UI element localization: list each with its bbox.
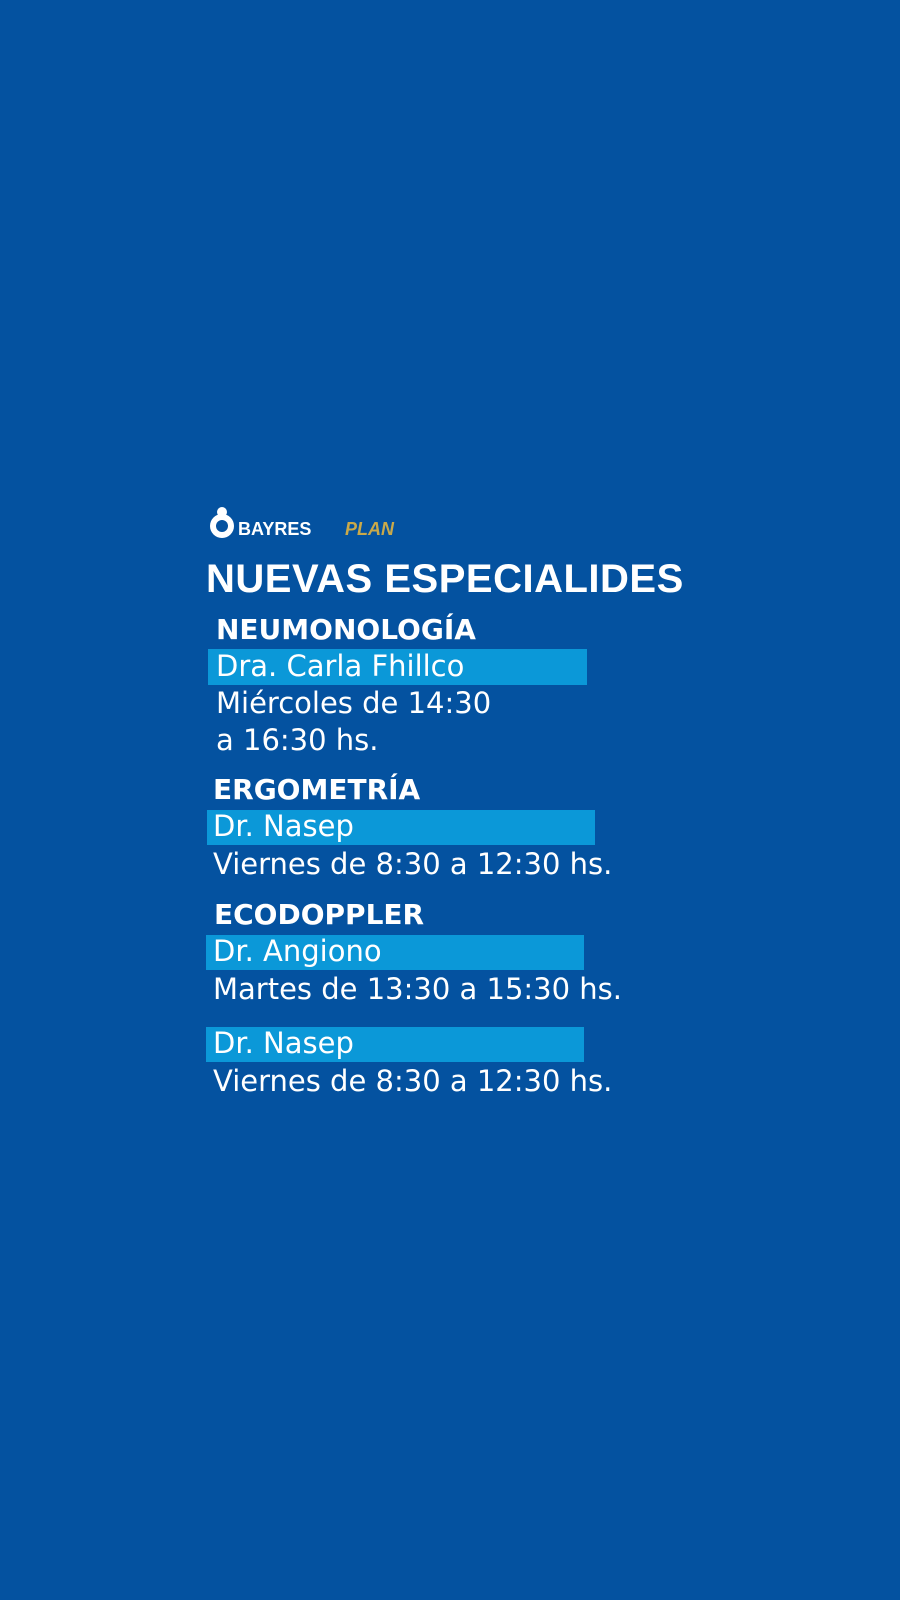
schedule: Martes de 13:30 a 15:30 hs. <box>213 972 623 1006</box>
section-heading: NEUMONOLOGÍA <box>216 613 476 646</box>
doctor-name: Dra. Carla Fhillco <box>216 649 465 683</box>
logo-product: PLAN <box>345 519 395 539</box>
name-highlight <box>206 935 584 970</box>
logo: BAYRES PLAN <box>210 507 395 539</box>
title: NUEVAS ESPECIALIDES <box>206 557 684 601</box>
name-highlight <box>206 1027 584 1062</box>
doctor-name: Dr. Nasep <box>213 809 354 843</box>
schedule: Viernes de 8:30 a 12:30 hs. <box>213 1064 613 1098</box>
schedule: Miércoles de 14:30 <box>216 686 492 720</box>
section-heading: ECODOPPLER <box>214 898 425 931</box>
section-heading: ERGOMETRÍA <box>213 773 421 806</box>
doctor-name: Dr. Nasep <box>213 1026 354 1060</box>
doctor-name: Dr. Angiono <box>213 934 382 968</box>
name-highlight <box>208 649 587 685</box>
logo-brand: BAYRES <box>238 519 311 539</box>
schedule: a 16:30 hs. <box>216 723 379 757</box>
logo-icon-hole <box>216 520 228 532</box>
name-highlight <box>207 810 595 845</box>
schedule: Viernes de 8:30 a 12:30 hs. <box>213 847 613 881</box>
